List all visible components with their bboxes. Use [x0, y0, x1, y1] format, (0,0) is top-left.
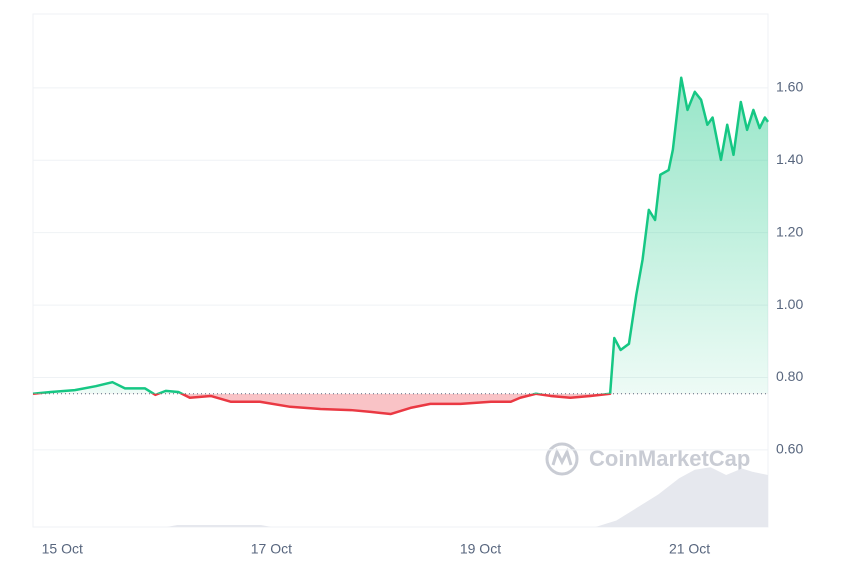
x-tick-label: 17 Oct: [251, 541, 292, 557]
y-tick-label: 1.40: [776, 151, 803, 167]
line-down: [33, 393, 612, 416]
x-tick-label: 15 Oct: [42, 541, 83, 557]
y-tick-label: 1.00: [776, 296, 803, 312]
y-tick-label: 0.60: [776, 441, 803, 457]
y-tick-label: 1.20: [776, 223, 803, 239]
watermark: CoinMarketCap: [545, 442, 750, 476]
y-tick-label: 1.60: [776, 79, 803, 95]
line-up: [32, 76, 770, 394]
area-up: [33, 77, 768, 394]
y-tick-label: 0.80: [776, 368, 803, 384]
x-tick-label: 21 Oct: [669, 541, 710, 557]
volume-area: [33, 467, 768, 527]
area-down: [153, 393, 611, 415]
x-tick-label: 19 Oct: [460, 541, 501, 557]
